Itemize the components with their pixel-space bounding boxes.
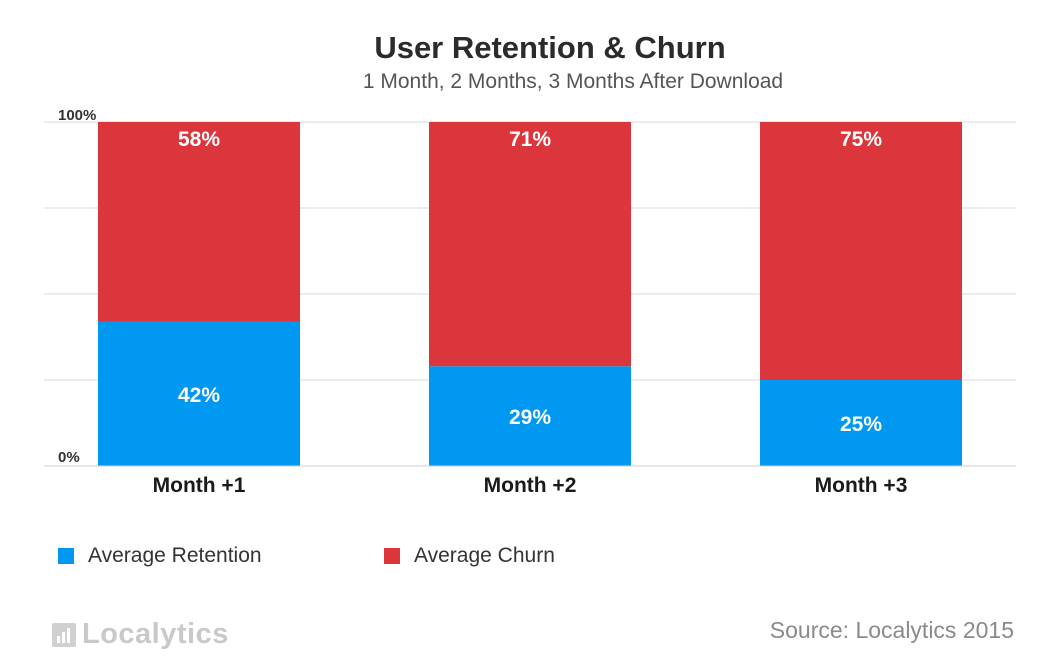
x-tick-label-1: Month +1 [153, 474, 246, 497]
localytics-logo: Localytics [52, 618, 229, 651]
data-label-average-retention-2: 29% [509, 406, 551, 429]
logo-text: Localytics [82, 618, 229, 650]
legend-swatch-churn [384, 548, 400, 564]
legend-label-churn: Average Churn [414, 544, 555, 567]
data-label-average-churn-2: 71% [509, 128, 551, 151]
data-label-average-churn-1: 58% [178, 128, 220, 151]
y-tick-label-100: 100% [58, 107, 96, 124]
data-label-average-churn-3: 75% [840, 128, 882, 151]
legend-item-churn: Average Churn [384, 544, 555, 568]
stacked-bar-chart: 0% 100% 42% 58% Month +1 29% 71% Month +2 25% 75%… [44, 107, 1016, 497]
bar-average-churn-1 [98, 122, 300, 322]
bar-average-churn-3 [760, 122, 962, 380]
bar-average-retention-2 [429, 366, 631, 466]
data-label-average-retention-1: 42% [178, 384, 220, 407]
bar-average-retention-1 [98, 321, 300, 466]
bar-average-churn-2 [429, 122, 631, 367]
bar-average-retention-3 [760, 380, 962, 466]
legend-swatch-retention [58, 548, 74, 564]
data-label-average-retention-3: 25% [840, 413, 882, 436]
source-note: Source: Localytics 2015 [769, 617, 1014, 643]
legend-item-retention: Average Retention [58, 544, 262, 568]
legend-label-retention: Average Retention [88, 544, 262, 567]
chart-subtitle: 1 Month, 2 Months, 3 Months After Downlo… [362, 70, 784, 93]
x-tick-label-3: Month +3 [815, 474, 908, 497]
y-tick-label-0: 0% [58, 449, 80, 466]
chart-title: User Retention & Churn [374, 30, 726, 65]
bar-chart-icon [52, 622, 76, 647]
x-tick-label-2: Month +2 [484, 474, 577, 497]
